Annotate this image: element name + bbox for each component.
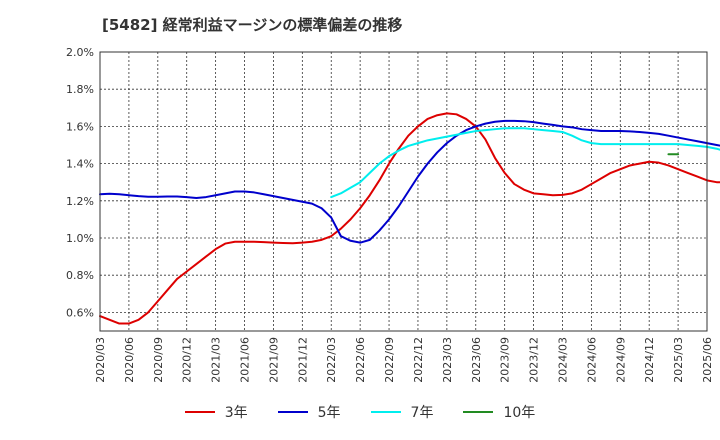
grid-layer <box>99 51 708 331</box>
legend-swatch <box>184 411 215 413</box>
axis-layer: 0.6% 0.8% 1.0% 1.2% 1.4% 1.6% 1.8% 2.0% 2020/03 2… <box>66 46 714 383</box>
legend-label: 3年 <box>224 405 248 421</box>
y-tick-label: 0.6% <box>66 306 94 319</box>
y-tick-label: 1.0% <box>66 232 94 245</box>
x-tick-label: 2020/09 <box>152 337 165 383</box>
y-tick-label: 1.4% <box>66 158 94 171</box>
x-tick-label: 2025/03 <box>672 337 685 383</box>
x-tick-label: 2022/09 <box>383 337 396 383</box>
legend-item: 7年 <box>370 402 434 422</box>
x-tick-label: 2020/06 <box>123 337 136 383</box>
legend: 3年 5年 7年 10年 <box>0 402 720 422</box>
series-line-3年 <box>99 112 720 325</box>
legend-label: 10年 <box>503 405 536 421</box>
x-tick-label: 2020/03 <box>94 337 107 383</box>
legend-swatch <box>370 411 401 413</box>
x-tick-label: 2024/09 <box>614 337 627 383</box>
x-tick-label: 2020/12 <box>181 337 194 383</box>
legend-item: 3年 <box>184 402 248 422</box>
legend-item: 5年 <box>277 402 341 422</box>
x-tick-label: 2024/12 <box>643 337 656 383</box>
x-tick-label: 2021/12 <box>296 337 309 383</box>
series-line-5年 <box>99 119 720 244</box>
legend-swatch <box>463 411 494 413</box>
plot-frame <box>99 51 708 332</box>
x-tick-label: 2025/06 <box>701 337 714 383</box>
legend-label: 7年 <box>410 405 434 421</box>
y-tick-label: 1.6% <box>66 120 94 133</box>
chart-title: [5482] 経常利益マージンの標準偏差の推移 <box>102 16 403 34</box>
x-tick-label: 2023/12 <box>528 337 541 383</box>
x-tick-label: 2021/06 <box>239 337 252 383</box>
x-tick-label: 2023/09 <box>499 337 512 383</box>
legend-swatch <box>277 411 308 413</box>
x-tick-label: 2022/06 <box>354 337 367 383</box>
x-tick-label: 2023/06 <box>470 337 483 383</box>
x-tick-label: 2021/03 <box>210 337 223 383</box>
y-tick-label: 1.8% <box>66 83 94 96</box>
series-layer <box>99 112 720 325</box>
legend-item: 10年 <box>463 402 535 422</box>
y-tick-label: 1.2% <box>66 195 94 208</box>
x-tick-label: 2021/09 <box>267 337 280 383</box>
series-line-7年 <box>330 127 720 199</box>
x-tick-label: 2024/03 <box>556 337 569 383</box>
legend-label: 5年 <box>317 405 341 421</box>
x-tick-label: 2023/03 <box>441 337 454 383</box>
x-tick-label: 2024/06 <box>585 337 598 383</box>
x-tick-label: 2022/03 <box>325 337 338 383</box>
y-tick-label: 2.0% <box>66 46 94 59</box>
x-tick-label: 2022/12 <box>412 337 425 383</box>
y-tick-label: 0.8% <box>66 269 94 282</box>
